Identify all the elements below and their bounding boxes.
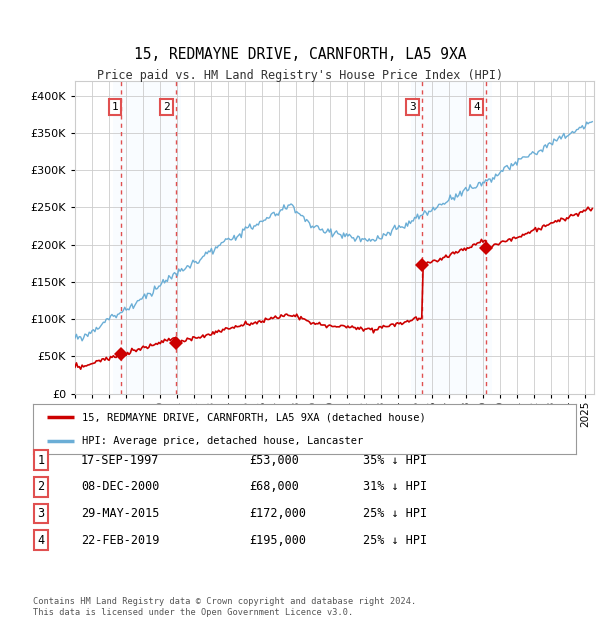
Text: £195,000: £195,000: [249, 534, 306, 546]
Text: Price paid vs. HM Land Registry's House Price Index (HPI): Price paid vs. HM Land Registry's House …: [97, 69, 503, 82]
Text: £53,000: £53,000: [249, 454, 299, 466]
Text: 25% ↓ HPI: 25% ↓ HPI: [363, 507, 427, 520]
Text: 25% ↓ HPI: 25% ↓ HPI: [363, 534, 427, 546]
Text: 2: 2: [37, 480, 44, 493]
Text: 4: 4: [473, 102, 480, 112]
Text: £68,000: £68,000: [249, 480, 299, 493]
Text: HPI: Average price, detached house, Lancaster: HPI: Average price, detached house, Lanc…: [82, 436, 363, 446]
Text: 08-DEC-2000: 08-DEC-2000: [81, 480, 160, 493]
Text: 3: 3: [409, 102, 416, 112]
Text: 4: 4: [37, 534, 44, 546]
Text: £172,000: £172,000: [249, 507, 306, 520]
Text: 35% ↓ HPI: 35% ↓ HPI: [363, 454, 427, 466]
Text: 31% ↓ HPI: 31% ↓ HPI: [363, 480, 427, 493]
Text: 22-FEB-2019: 22-FEB-2019: [81, 534, 160, 546]
Text: 1: 1: [112, 102, 118, 112]
Text: 17-SEP-1997: 17-SEP-1997: [81, 454, 160, 466]
Text: 29-MAY-2015: 29-MAY-2015: [81, 507, 160, 520]
Text: 3: 3: [37, 507, 44, 520]
Text: 1: 1: [37, 454, 44, 466]
Text: 15, REDMAYNE DRIVE, CARNFORTH, LA5 9XA (detached house): 15, REDMAYNE DRIVE, CARNFORTH, LA5 9XA (…: [82, 412, 425, 422]
Text: Contains HM Land Registry data © Crown copyright and database right 2024.
This d: Contains HM Land Registry data © Crown c…: [33, 598, 416, 617]
Bar: [411, 81, 492, 394]
Text: 2: 2: [163, 102, 169, 112]
Text: 15, REDMAYNE DRIVE, CARNFORTH, LA5 9XA: 15, REDMAYNE DRIVE, CARNFORTH, LA5 9XA: [134, 47, 466, 62]
Bar: [113, 81, 181, 394]
